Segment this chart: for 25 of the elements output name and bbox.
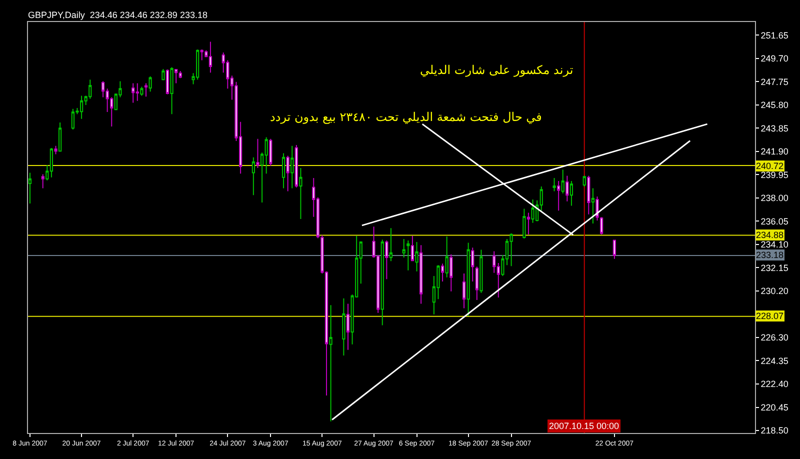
y-tick-label: 230.20 — [760, 286, 788, 296]
y-tick-label: 234.10 — [760, 240, 788, 250]
ref-line-label: 240.72 — [756, 161, 784, 171]
ref-line-label: 234.88 — [756, 230, 784, 240]
y-tick-label: 232.15 — [760, 262, 788, 273]
ref-line-label: 233.18 — [756, 250, 784, 260]
y-tick-label: 220.45 — [760, 402, 788, 412]
chart-title: GBPJPY,Daily 234.46 234.46 232.89 233.18 — [28, 10, 208, 20]
y-tick-label: 245.80 — [760, 100, 788, 110]
y-tick-label: 243.85 — [760, 123, 788, 134]
y-tick-label: 236.05 — [760, 216, 788, 226]
y-tick-label: 251.65 — [760, 30, 788, 40]
y-tick-label: 247.75 — [760, 76, 788, 87]
y-tick-label: 249.70 — [760, 54, 788, 64]
y-tick-label: 222.40 — [760, 379, 788, 390]
y-tick-label: 226.30 — [760, 332, 788, 343]
y-tick-label: 218.50 — [760, 426, 788, 436]
y-tick-label: 238.00 — [760, 193, 788, 204]
y-tick-label: 239.95 — [760, 170, 788, 180]
annotation: ترند مكسور على شارت الديلي — [420, 63, 574, 77]
y-tick-label: 224.35 — [760, 356, 788, 366]
annotation: في حال فتحت شمعة الديلي تحت ٢٣٤٨٠ بيع بدون تردد — [270, 110, 542, 124]
ref-line-label: 2007.10.15 00:00 — [549, 421, 620, 431]
ref-line-label: 228.07 — [756, 311, 784, 321]
y-tick-label: 241.90 — [760, 146, 788, 157]
